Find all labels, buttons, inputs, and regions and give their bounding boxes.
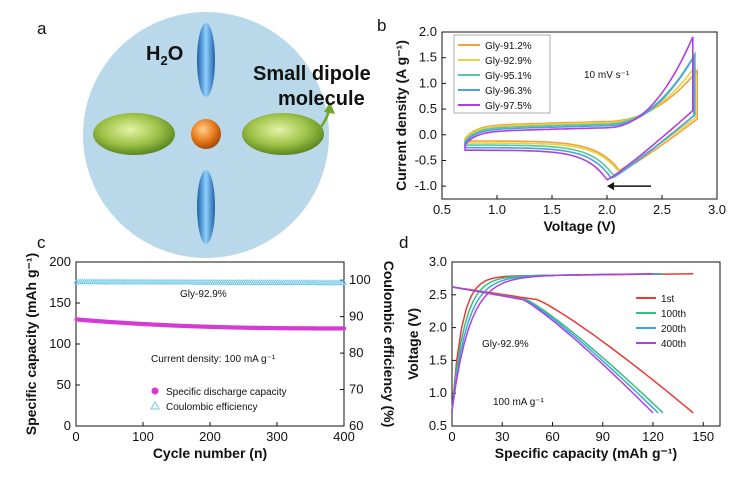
y-tick-label: 1.5 (419, 50, 437, 65)
cv-curve (464, 36, 694, 181)
x-tick-label: 2.5 (653, 202, 671, 217)
discharge-curve (451, 286, 694, 414)
legend-entry: Gly-97.5% (485, 101, 532, 112)
legend-entry: 200th (661, 324, 686, 335)
y-tick-label: 2.0 (419, 24, 437, 39)
charge-curve (451, 273, 654, 412)
dipole-arrow-head (324, 102, 335, 114)
y-right-tick-label: 60 (349, 418, 363, 433)
sample-annotation: Gly-92.9% (180, 289, 227, 300)
scan-rate-annotation: 10 mV s⁻¹ (584, 70, 630, 81)
x-tick-label: 2.0 (598, 202, 616, 217)
legend-entry: 400th (661, 339, 686, 350)
plot-frame (451, 261, 721, 427)
legend-entry: Gly-95.1% (485, 71, 532, 82)
capacity-point (341, 326, 347, 331)
panel-a-label: a (37, 19, 47, 38)
x-tick-label: 400 (333, 429, 355, 444)
water-molecule-bottom (197, 170, 215, 244)
y-tick-label: 150 (49, 295, 71, 310)
y-tick-label: 0.5 (419, 101, 437, 116)
x-tick-label: 0.5 (433, 202, 451, 217)
y-right-axis-label: Coulombic efficiency (%) (381, 261, 397, 427)
panel-d-label: d (399, 233, 408, 252)
water-label: H2O (146, 43, 183, 68)
x-tick-label: 1.0 (488, 202, 506, 217)
legend-swatch-efficiency (150, 400, 160, 410)
x-tick-label: 100 (132, 429, 154, 444)
y-right-tick-label: 80 (349, 345, 363, 360)
dipole-molecule-right (242, 113, 324, 155)
x-tick-label: 120 (642, 429, 664, 444)
x-tick-label: 90 (596, 429, 610, 444)
y-tick-label: 0 (64, 418, 71, 433)
efficiency-point (340, 279, 348, 286)
legend-entry: 100th (661, 309, 686, 320)
y-tick-label: 2.0 (429, 320, 447, 335)
x-tick-label: 150 (692, 429, 714, 444)
sweep-arrow-head (607, 182, 614, 191)
y-axis-label: Specific capacity (mAh g⁻¹) (23, 253, 39, 435)
legend-swatch-capacity (151, 387, 159, 395)
legend-entry: 1st (661, 294, 675, 305)
legend-entry: Gly-91.2% (485, 41, 532, 52)
y-tick-label: 0.5 (429, 418, 447, 433)
x-tick-label: 200 (199, 429, 221, 444)
cv-curve (464, 68, 698, 172)
y-tick-label: 200 (49, 254, 71, 269)
panel-b-cv-chart: 0.5 1.0 1.5 2.0 2.5 3.0 -1.0 -0.5 0.0 0.5 1.0 1.5 2.… (393, 24, 726, 234)
discharge-curve (451, 286, 654, 414)
y-tick-label: -1.0 (415, 178, 437, 193)
x-tick-label: 0 (448, 429, 455, 444)
legend-entry: Gly-96.3% (485, 86, 532, 97)
y-tick-label: 100 (49, 336, 71, 351)
x-tick-label: 60 (545, 429, 559, 444)
y-tick-label: 1.5 (429, 352, 447, 367)
legend-entry: Coulombic efficiency (166, 402, 258, 413)
legend-entry: Gly-92.9% (485, 56, 532, 67)
panel-a-schematic: a H2O Small dipole molecule (37, 12, 371, 258)
x-tick-label: 300 (266, 429, 288, 444)
panel-c-label: c (37, 233, 46, 252)
x-axis-label: Voltage (V) (543, 218, 615, 234)
panel-b-label: b (377, 16, 386, 35)
x-axis-label: Cycle number (n) (153, 445, 267, 461)
y-tick-label: 0.0 (419, 127, 437, 142)
y-right-tick-label: 90 (349, 309, 363, 324)
y-tick-label: 50 (57, 377, 71, 392)
plot-frame (441, 31, 718, 200)
central-ion (191, 119, 221, 149)
x-tick-label: 1.5 (543, 202, 561, 217)
y-right-tick-label: 70 (349, 382, 363, 397)
y-tick-label: 3.0 (429, 254, 447, 269)
panel-d-charge-discharge-chart: 0 30 60 90 120 150 0.5 1.0 1.5 2.0 2.5 3.0 Specific … (405, 254, 721, 461)
dipole-label-line2: molecule (278, 88, 365, 110)
y-axis-label: Current density (A g⁻¹) (393, 40, 409, 191)
y-right-tick-label: 100 (349, 272, 371, 287)
y-tick-label: 1.0 (419, 75, 437, 90)
water-molecule-top (197, 23, 215, 97)
sample-annotation: Gly-92.9% (482, 339, 529, 350)
current-density-annotation: Current density: 100 mA g⁻¹ (151, 354, 276, 365)
legend-entry: Specific discharge capacity (166, 387, 287, 398)
dipole-molecule-left (93, 113, 175, 155)
cv-curve (464, 53, 695, 179)
x-tick-label: 3.0 (708, 202, 726, 217)
y-tick-label: 1.0 (429, 385, 447, 400)
x-tick-label: 0 (72, 429, 79, 444)
y-tick-label: 2.5 (429, 287, 447, 302)
current-density-annotation: 100 mA g⁻¹ (493, 397, 545, 408)
dipole-label-line1: Small dipole (253, 63, 371, 85)
y-axis-label: Voltage (V) (405, 308, 421, 380)
x-tick-label: 30 (495, 429, 509, 444)
x-axis-label: Specific capacity (mAh g⁻¹) (495, 445, 677, 461)
y-tick-label: -0.5 (415, 152, 437, 167)
